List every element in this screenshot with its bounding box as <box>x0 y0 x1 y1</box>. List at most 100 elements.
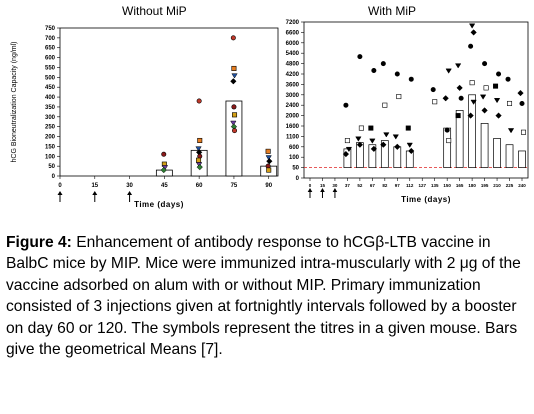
right-data-point <box>455 63 462 69</box>
left-y-tick-label: 550 <box>45 65 56 71</box>
right-y-tick-label: 6600 <box>286 30 300 36</box>
right-data-point <box>469 80 475 86</box>
left-data-point <box>196 163 203 171</box>
left-data-point <box>230 35 236 41</box>
caption-label: Figure 4: <box>6 234 72 251</box>
right-data-point <box>394 143 401 150</box>
right-data-point <box>396 94 402 100</box>
left-data-point <box>230 78 237 85</box>
right-immunization-arrowhead <box>307 188 313 192</box>
right-data-point <box>445 68 452 74</box>
right-data-point <box>479 94 487 100</box>
right-y-tick-label: 4800 <box>286 62 300 68</box>
right-bar <box>493 138 501 168</box>
right-data-point <box>408 147 415 155</box>
left-data-point <box>265 148 271 154</box>
right-data-point <box>507 128 515 134</box>
right-bar <box>380 140 389 168</box>
right-y-tick-label: 5400 <box>286 51 300 57</box>
right-data-point <box>507 100 513 106</box>
left-data-point <box>266 167 272 173</box>
right-data-point <box>383 132 390 138</box>
right-x-tick-label: 112 <box>406 183 414 188</box>
left-y-tick-label: 0 <box>52 174 56 180</box>
right-data-point <box>405 125 411 131</box>
left-y-tick-label: 50 <box>48 164 55 170</box>
right-x-tick-label: 165 <box>456 183 464 188</box>
right-bar <box>518 150 526 168</box>
left-immunization-arrowhead <box>92 191 98 195</box>
right-data-point <box>470 29 477 36</box>
right-bar <box>405 150 414 168</box>
right-data-point <box>408 76 414 82</box>
right-y-tick-label: 3600 <box>286 82 300 88</box>
right-data-point <box>520 129 526 135</box>
left-x-tick-label: 90 <box>265 183 272 189</box>
right-data-point <box>369 138 376 144</box>
right-x-tick-label: 0 <box>309 183 312 188</box>
right-y-tick-label: 3000 <box>286 93 300 99</box>
right-data-point <box>342 150 350 158</box>
right-data-point <box>442 95 449 102</box>
right-data-point <box>468 23 476 29</box>
right-data-point <box>380 141 387 148</box>
left-x-tick-label: 0 <box>58 183 62 189</box>
right-x-tick-label: 240 <box>518 183 526 188</box>
right-bar <box>468 94 476 168</box>
right-data-point <box>493 98 501 104</box>
right-y-tick-label: 50 <box>292 166 299 172</box>
left-y-tick-label: 400 <box>45 95 56 101</box>
right-x-tick-label: 195 <box>481 183 489 188</box>
left-data-point <box>195 146 202 152</box>
right-data-point <box>368 125 374 131</box>
left-x-tick-label: 30 <box>126 183 133 189</box>
left-bar <box>225 100 243 177</box>
right-chart: 0501006001100160020002400300036004200480… <box>286 20 529 204</box>
left-data-point <box>231 73 238 79</box>
right-y-tick-label: 0 <box>296 176 300 182</box>
right-x-tick-label: 15 <box>320 183 326 188</box>
left-x-axis-label: Time (days) <box>134 200 184 209</box>
right-bar <box>343 148 352 168</box>
left-data-point <box>231 65 237 71</box>
left-data-point <box>161 151 167 157</box>
right-data-point <box>392 134 399 140</box>
right-bar <box>480 123 489 168</box>
right-y-tick-label: 600 <box>289 145 300 151</box>
left-y-axis-label: hCG Bioneutralization Capacity (ng/ml) <box>11 42 18 163</box>
right-data-point <box>481 107 488 114</box>
right-plot-frame <box>303 21 529 179</box>
right-x-tick-label: 135 <box>431 183 439 188</box>
left-data-point <box>232 128 238 134</box>
right-data-point <box>370 145 378 153</box>
right-data-point <box>357 54 363 60</box>
right-x-tick-label: 82 <box>382 183 388 188</box>
right-data-point <box>505 76 511 82</box>
right-data-point <box>468 43 474 49</box>
left-x-tick-label: 75 <box>231 183 238 189</box>
left-data-point <box>265 155 272 161</box>
left-immunization-arrowhead <box>57 191 63 195</box>
left-data-point <box>231 104 237 110</box>
left-x-tick-label: 15 <box>91 183 98 189</box>
figure-caption: Figure 4: Enhancement of antibody respon… <box>6 232 528 360</box>
right-data-point <box>456 84 463 92</box>
right-data-point <box>495 112 502 119</box>
right-data-point <box>358 125 364 131</box>
left-data-point <box>232 112 238 118</box>
right-x-tick-label: 210 <box>493 183 501 188</box>
left-y-tick-label: 750 <box>45 26 56 32</box>
left-data-point <box>197 137 203 143</box>
left-y-tick-label: 250 <box>45 125 56 131</box>
right-data-point <box>356 141 364 148</box>
right-data-point <box>517 89 524 97</box>
left-y-tick-label: 350 <box>45 105 56 111</box>
left-chart: 0501001502002503003504004505005506006507… <box>11 26 279 209</box>
right-data-point <box>467 112 474 119</box>
right-data-point <box>406 142 413 148</box>
left-y-tick-label: 700 <box>45 36 56 42</box>
left-y-tick-label: 200 <box>45 135 56 141</box>
left-data-point <box>160 166 167 174</box>
right-data-point <box>382 102 388 108</box>
right-chart-title: With MiP <box>368 4 416 18</box>
